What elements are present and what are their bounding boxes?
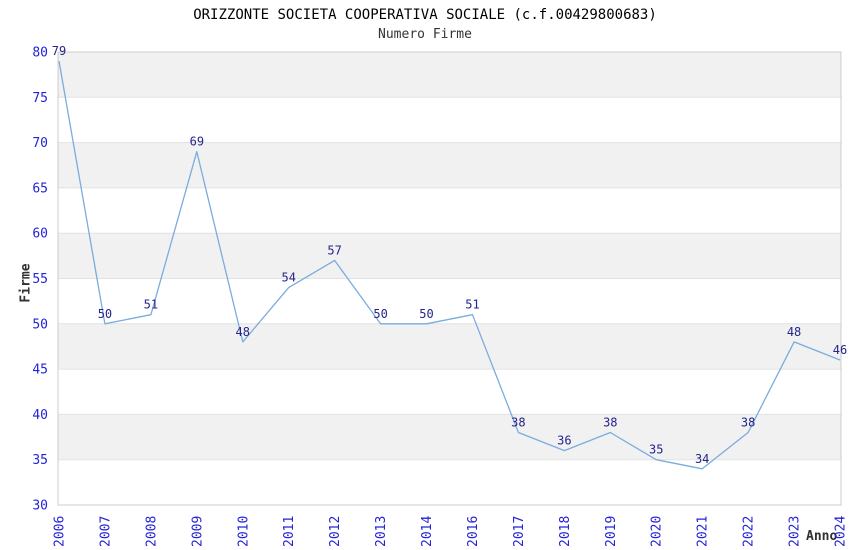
y-tick-label: 50: [32, 317, 48, 332]
x-tick-label: 2020: [650, 516, 665, 547]
point-label: 50: [419, 307, 433, 321]
x-tick-label: 2024: [834, 516, 849, 547]
point-label: 54: [281, 271, 295, 285]
plot-band: [58, 52, 841, 98]
point-label: 79: [52, 44, 66, 58]
point-label: 48: [236, 325, 250, 339]
x-tick-label: 2023: [788, 516, 803, 547]
x-tick-label: 2013: [374, 516, 389, 547]
x-tick-label: 2017: [512, 516, 527, 547]
y-tick-label: 35: [32, 453, 48, 468]
x-axis-title: Anno: [806, 529, 838, 544]
chart-subtitle: Numero Firme: [378, 27, 472, 42]
point-label: 35: [649, 443, 663, 457]
plot-band: [58, 414, 841, 460]
x-tick-label: 2019: [604, 516, 619, 547]
x-tick-label: 2018: [558, 516, 573, 547]
point-label: 46: [833, 343, 847, 357]
point-label: 38: [603, 416, 617, 430]
plot-border: [57, 51, 842, 506]
y-tick-label: 65: [32, 181, 48, 196]
x-tick-label: 2014: [420, 516, 435, 547]
point-label: 34: [695, 452, 709, 466]
point-label: 50: [98, 307, 112, 321]
x-tick-label: 2022: [742, 516, 757, 547]
point-label: 38: [741, 416, 755, 430]
x-tick-label: 2012: [328, 516, 343, 547]
x-tick-label: 2009: [190, 516, 205, 547]
plot-band: [58, 323, 841, 370]
point-label: 50: [373, 307, 387, 321]
y-tick-label: 80: [32, 46, 48, 61]
y-tick-label: 30: [32, 499, 48, 514]
point-label: 36: [557, 434, 571, 448]
point-label: 51: [465, 298, 479, 312]
y-tick-label: 45: [32, 363, 48, 378]
data-series-line: [58, 60, 841, 470]
y-tick-label: 75: [32, 91, 48, 106]
x-tick-label: 2021: [696, 516, 711, 547]
x-tick-label: 2008: [144, 516, 159, 547]
plot-band: [58, 233, 841, 279]
x-tick-label: 2006: [53, 516, 68, 547]
x-tick-label: 2016: [466, 516, 481, 547]
plot-band: [58, 142, 841, 188]
point-label: 38: [511, 416, 525, 430]
y-tick-label: 55: [32, 272, 48, 287]
y-tick-label: 60: [32, 227, 48, 242]
chart-title: ORIZZONTE SOCIETA COOPERATIVA SOCIALE (c…: [193, 7, 657, 23]
point-label: 69: [190, 135, 204, 149]
x-tick-label: 2007: [98, 516, 113, 547]
point-label: 57: [327, 243, 341, 257]
x-tick-label: 2011: [282, 516, 297, 547]
y-tick-label: 40: [32, 408, 48, 423]
point-label: 51: [144, 298, 158, 312]
y-tick-label: 70: [32, 136, 48, 151]
x-tick-label: 2010: [236, 516, 251, 547]
point-label: 48: [787, 325, 801, 339]
